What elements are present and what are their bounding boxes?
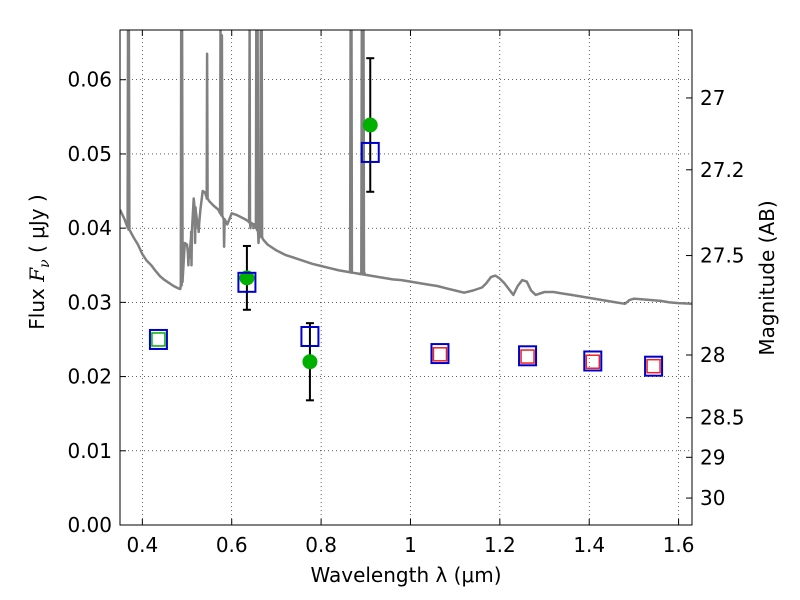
y-axis-title-prefix: Flux bbox=[25, 282, 49, 330]
y-axis-title-symbol: F bbox=[25, 267, 49, 283]
y-tick-label: 0.06 bbox=[67, 68, 112, 92]
y-tick-label: 0.05 bbox=[67, 142, 112, 166]
y2-tick-label: 27 bbox=[700, 86, 725, 110]
synthetic-flux-box bbox=[432, 347, 448, 362]
plot-background bbox=[120, 30, 692, 525]
x-tick-label: 0.8 bbox=[305, 533, 337, 557]
x-tick-label: 1.2 bbox=[484, 533, 516, 557]
y-tick-label: 0.04 bbox=[67, 216, 112, 240]
x-tick-label: 0.6 bbox=[216, 533, 248, 557]
y2-axis-title: Magnitude (AB) bbox=[755, 200, 779, 355]
plot-frame bbox=[119, 29, 693, 526]
y-tick-label: 0.03 bbox=[67, 290, 112, 314]
y2-tick-label: 28 bbox=[700, 343, 725, 367]
y2-tick-label: 28.5 bbox=[700, 406, 745, 430]
y2-tick-label: 29 bbox=[700, 445, 725, 469]
model-flux-box bbox=[644, 355, 664, 377]
x-tick-label: 1.4 bbox=[573, 533, 605, 557]
y-tick-label: 0.00 bbox=[67, 513, 112, 537]
y2-tick-label: 27.2 bbox=[700, 158, 745, 182]
observed-point bbox=[302, 354, 318, 370]
model-flux-box bbox=[360, 141, 380, 163]
axis-ticks: 0.4 0.6 0.8 1 1.2 1.4 1.6 0.00 0.01 0.02 0.03 0.04 0… bbox=[67, 30, 745, 557]
synthetic-flux-box bbox=[646, 358, 661, 374]
synthetic-flux-box bbox=[151, 332, 166, 347]
y-axis-title: Flux Fν ( μJy ) bbox=[25, 194, 53, 329]
y-axis-title-unit: ( μJy ) bbox=[25, 194, 49, 259]
y-tick-label: 0.01 bbox=[67, 439, 112, 463]
y-axis-title-subscript: ν bbox=[37, 259, 53, 268]
x-tick-label: 1.6 bbox=[663, 533, 695, 557]
x-tick-label: 0.4 bbox=[126, 533, 158, 557]
x-tick-label: 1 bbox=[404, 533, 417, 557]
model-flux-box bbox=[518, 345, 538, 367]
model-flux-box bbox=[300, 325, 320, 347]
model-flux-box bbox=[430, 343, 450, 365]
synthetic-flux-box bbox=[520, 349, 535, 364]
y-tick-label: 0.02 bbox=[67, 365, 112, 389]
synthetic-flux-box bbox=[585, 354, 601, 369]
observed-point bbox=[239, 270, 255, 286]
model-flux-box bbox=[583, 350, 603, 372]
plot-area bbox=[120, 30, 692, 402]
model-spectrum-line bbox=[120, 30, 692, 306]
y2-tick-label: 30 bbox=[700, 486, 725, 510]
observed-point bbox=[362, 117, 378, 133]
x-axis-title: Wavelength λ (μm) bbox=[310, 563, 501, 587]
model-flux-box bbox=[237, 271, 257, 293]
model-flux-box bbox=[148, 328, 168, 350]
y2-tick-label: 27.5 bbox=[700, 244, 745, 268]
